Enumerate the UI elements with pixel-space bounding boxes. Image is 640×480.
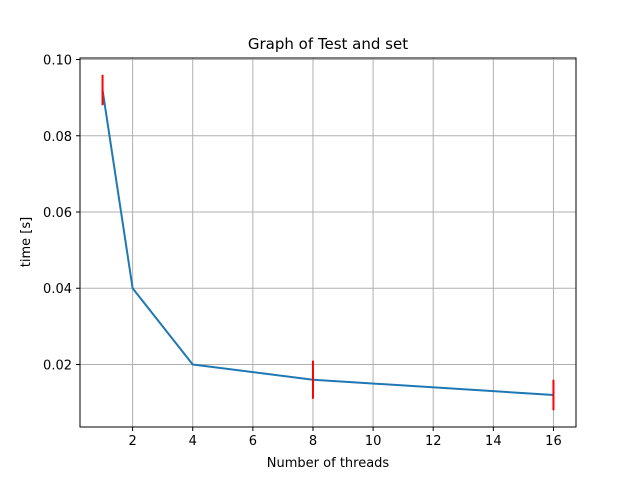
x-axis-ticks: 2 4 6 8 10 12 14 16 [128,427,562,449]
grid [80,58,576,427]
x-tick-label: 12 [425,434,442,449]
error-bars [101,74,555,411]
y-axis-label: time [s] [19,217,34,267]
x-tick-label: 16 [545,434,562,449]
y-tick-label: 0.04 [43,282,72,297]
x-tick-label: 2 [128,434,136,449]
x-tick-label: 8 [309,434,317,449]
plot-area-frame [79,57,577,428]
y-tick-label: 0.08 [43,130,72,145]
x-tick-label: 4 [189,434,197,449]
x-tick-label: 10 [365,434,382,449]
y-tick-label: 0.02 [43,358,72,373]
x-tick-label: 6 [249,434,257,449]
y-tick-label: 0.06 [43,206,72,221]
x-tick-label: 14 [485,434,502,449]
x-axis-label: Number of threads [267,456,390,471]
chart-title: Graph of Test and set [248,35,408,53]
y-tick-label: 0.10 [43,54,72,69]
y-axis-ticks: 0.02 0.04 0.06 0.08 0.10 [43,54,80,373]
